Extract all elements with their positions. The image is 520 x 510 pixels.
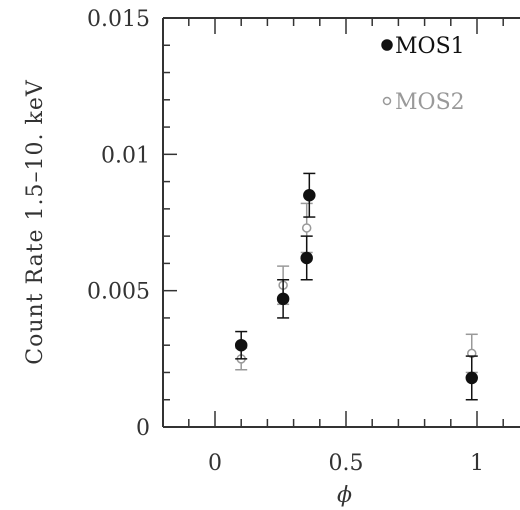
x-tick-label: 1 xyxy=(470,451,484,476)
data-point xyxy=(300,251,313,265)
series-mos2 xyxy=(235,202,478,374)
y-tick-label: 0.005 xyxy=(87,280,150,305)
legend: MOS1 MOS2 xyxy=(381,34,465,115)
series-layer xyxy=(234,172,479,401)
series-mos1 xyxy=(234,172,479,401)
data-point xyxy=(465,371,479,385)
x-tick-label: 0 xyxy=(208,451,222,476)
x-tick-labels: 0 0.5 1 xyxy=(208,451,484,476)
x-tick-label: 0.5 xyxy=(329,451,364,476)
legend-marker xyxy=(381,39,393,51)
data-point xyxy=(234,338,248,352)
y-tick-label: 0 xyxy=(136,416,150,441)
y-tick-label: 0.01 xyxy=(101,143,150,168)
y-minor-ticks xyxy=(163,17,177,428)
data-point xyxy=(303,188,316,202)
legend-marker xyxy=(382,96,392,106)
x-minor-ticks xyxy=(188,18,504,427)
legend-label: MOS1 xyxy=(395,34,465,59)
y-axis-label: Count Rate 1.5–10. keV xyxy=(23,79,48,365)
data-point xyxy=(276,292,290,306)
y-tick-label: 0.015 xyxy=(87,7,150,32)
legend-label: MOS2 xyxy=(395,90,465,115)
y-tick-labels: 0 0.005 0.01 0.015 xyxy=(87,7,150,441)
x-axis-label: ϕ xyxy=(337,483,353,508)
data-point xyxy=(301,223,312,233)
